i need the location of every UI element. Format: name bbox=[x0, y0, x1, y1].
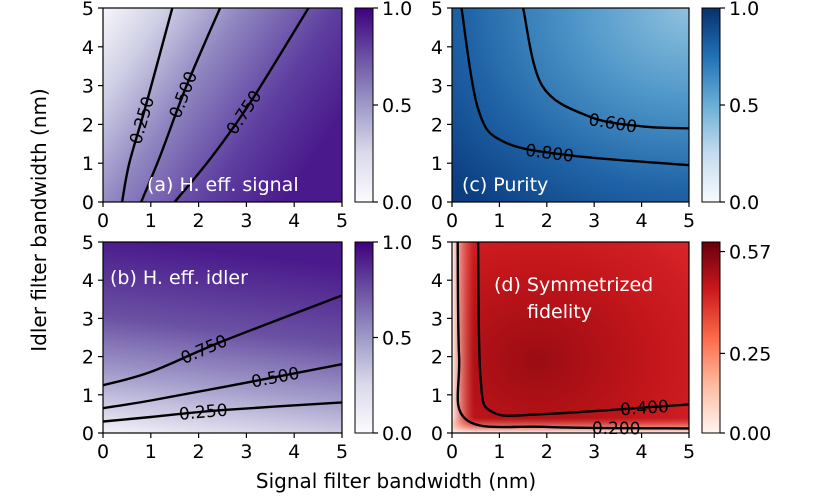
y-tick-label-b: 4 bbox=[82, 270, 94, 292]
colorbar-tick-label-c: 0.0 bbox=[729, 192, 759, 214]
contour-a-0.750 bbox=[173, 8, 310, 202]
y-tick-label-b: 1 bbox=[82, 385, 94, 407]
x-tick-label-d: 0 bbox=[446, 441, 458, 463]
heatmap-d bbox=[452, 242, 689, 433]
x-tick-label-c: 0 bbox=[446, 210, 458, 232]
x-tick-label-a: 2 bbox=[193, 210, 205, 232]
x-tick-label-c: 2 bbox=[541, 210, 553, 232]
colorbar-c: 0.0 0.5 1.0 bbox=[701, 0, 759, 214]
x-tick-label-c: 3 bbox=[588, 210, 600, 232]
y-tick-label-d: 4 bbox=[431, 270, 443, 292]
y-tick-label-a: 5 bbox=[82, 0, 94, 20]
y-tick-label-b: 0 bbox=[82, 423, 94, 445]
colorbar-a: 0.0 0.5 1.0 bbox=[354, 0, 412, 214]
colorbar-tick-label-b: 0.5 bbox=[382, 328, 412, 350]
y-tick-label-c: 0 bbox=[431, 192, 443, 214]
y-tick-label-d: 2 bbox=[431, 347, 443, 369]
y-tick-label-a: 0 bbox=[82, 192, 94, 214]
contour-b-0.250 bbox=[103, 401, 342, 423]
contour-a-0.500 bbox=[140, 8, 222, 202]
colorbar-tick-label-c: 0.5 bbox=[729, 95, 759, 117]
colorbar-d: 0.00 0.25 0.57 bbox=[701, 241, 771, 445]
x-tick-label-b: 5 bbox=[336, 441, 348, 463]
contour-c-0.800 bbox=[460, 8, 689, 167]
x-tick-label-b: 3 bbox=[240, 441, 252, 463]
contour-a-0.250 bbox=[120, 8, 174, 202]
contour-c-0.600 bbox=[521, 8, 689, 130]
x-tick-label-d: 2 bbox=[541, 441, 553, 463]
y-tick-label-a: 3 bbox=[82, 76, 94, 98]
colorbar-tick-label-d: 0.57 bbox=[729, 242, 771, 264]
contour-b-0.750 bbox=[103, 294, 342, 387]
x-tick-label-c: 5 bbox=[683, 210, 695, 232]
y-tick-label-c: 4 bbox=[431, 37, 443, 59]
colorbar-tick-label-a: 0.0 bbox=[382, 192, 412, 214]
colorbar-tick-label-a: 0.5 bbox=[382, 95, 412, 117]
contour-label-d-0.200: 0.200 bbox=[592, 419, 641, 439]
colorbar-tick-label-b: 0.0 bbox=[382, 423, 412, 445]
x-tick-label-b: 4 bbox=[288, 441, 300, 463]
contour-d-0.400 bbox=[476, 242, 689, 418]
y-tick-label-d: 0 bbox=[431, 423, 443, 445]
contours-c bbox=[460, 8, 689, 167]
x-tick-label-b: 1 bbox=[145, 441, 157, 463]
contour-label-b-0.250: 0.250 bbox=[178, 401, 228, 425]
panel-b-title: (b) H. eff. idler bbox=[110, 267, 248, 289]
y-tick-label-a: 2 bbox=[82, 114, 94, 136]
colorbar-b: 0.0 0.5 1.0 bbox=[354, 232, 412, 445]
x-tick-label-d: 5 bbox=[683, 441, 695, 463]
y-axis-label: Idler filter bandwidth (nm) bbox=[27, 88, 51, 352]
contour-d-0.200 bbox=[456, 242, 689, 430]
x-tick-label-b: 2 bbox=[193, 441, 205, 463]
x-tick-label-a: 3 bbox=[240, 210, 252, 232]
y-tick-label-c: 5 bbox=[431, 0, 443, 20]
colorbar-tick-label-a: 1.0 bbox=[382, 0, 412, 20]
y-tick-label-d: 1 bbox=[431, 385, 443, 407]
y-tick-label-c: 3 bbox=[431, 76, 443, 98]
x-tick-label-a: 4 bbox=[288, 210, 300, 232]
x-tick-label-d: 1 bbox=[493, 441, 505, 463]
contours-b bbox=[103, 294, 342, 423]
x-tick-label-a: 0 bbox=[97, 210, 109, 232]
contour-b-0.500 bbox=[103, 363, 342, 410]
contours-a bbox=[120, 8, 310, 202]
x-tick-label-c: 4 bbox=[636, 210, 648, 232]
x-tick-label-d: 4 bbox=[636, 441, 648, 463]
y-tick-label-b: 5 bbox=[82, 232, 94, 254]
contours-d bbox=[456, 242, 689, 430]
panel-d-title-line2: fidelity bbox=[527, 301, 592, 323]
colorbar-tick-label-c: 1.0 bbox=[729, 0, 759, 20]
y-tick-label-d: 3 bbox=[431, 308, 443, 330]
colorbar-tick-label-d: 0.00 bbox=[729, 423, 771, 445]
x-tick-label-a: 5 bbox=[336, 210, 348, 232]
heatmap-c bbox=[452, 8, 689, 202]
y-tick-label-c: 1 bbox=[431, 153, 443, 175]
y-tick-label-a: 1 bbox=[82, 153, 94, 175]
panel-a: 0.250 0.500 0.750 (a) H. eff. signal bbox=[102, 7, 343, 203]
x-tick-label-d: 3 bbox=[588, 441, 600, 463]
panel-a-title: (a) H. eff. signal bbox=[147, 174, 299, 196]
panel-c-title: (c) Purity bbox=[462, 174, 548, 196]
x-tick-label-a: 1 bbox=[145, 210, 157, 232]
colorbar-tick-label-b: 1.0 bbox=[382, 232, 412, 254]
heatmap-a bbox=[103, 8, 342, 202]
x-axis-label: Signal filter bandwidth (nm) bbox=[256, 469, 536, 493]
x-tick-label-b: 0 bbox=[97, 441, 109, 463]
x-tick-label-c: 1 bbox=[493, 210, 505, 232]
y-tick-label-c: 2 bbox=[431, 114, 443, 136]
y-tick-label-d: 5 bbox=[431, 232, 443, 254]
colorbar-tick-label-d: 0.25 bbox=[729, 343, 771, 365]
y-tick-label-b: 2 bbox=[82, 347, 94, 369]
panel-d-title-line1: (d) Symmetrized bbox=[494, 274, 653, 296]
y-tick-label-a: 4 bbox=[82, 37, 94, 59]
contour-label-d-0.400: 0.400 bbox=[620, 397, 670, 420]
y-tick-label-b: 3 bbox=[82, 308, 94, 330]
